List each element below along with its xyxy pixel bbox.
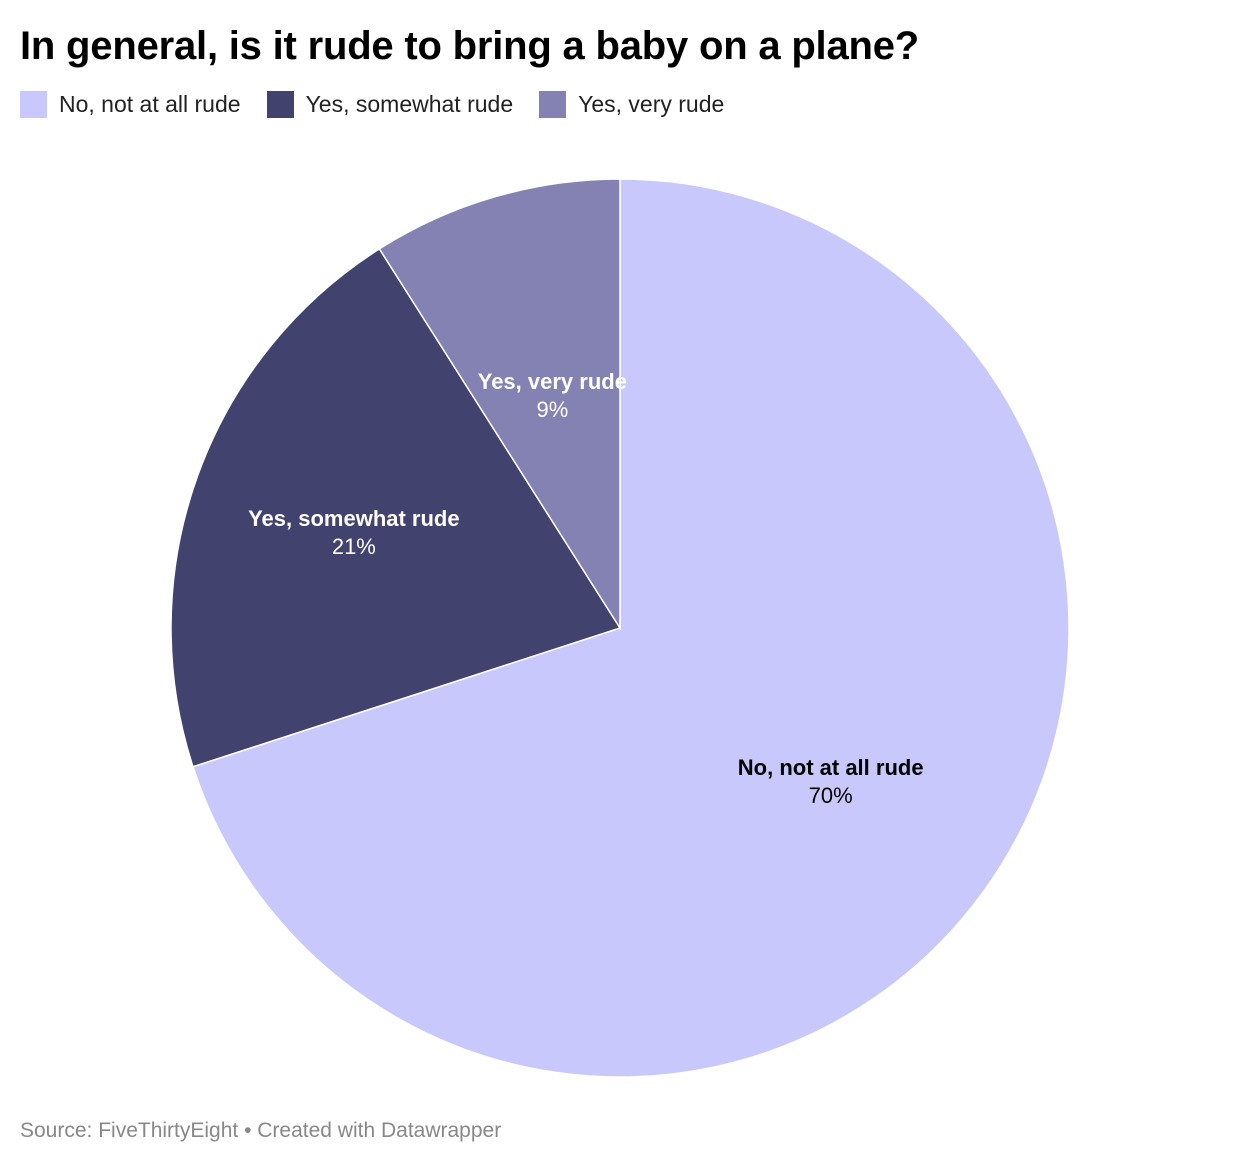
slice-label-not-rude: No, not at all rude <box>738 755 924 780</box>
slice-value-somewhat-rude: 21% <box>332 534 376 559</box>
legend-item-very-rude: Yes, very rude <box>539 89 724 119</box>
source-footer: Source: FiveThirtyEight • Created with D… <box>20 1119 502 1142</box>
pie-slices <box>170 178 1070 1078</box>
legend-label: Yes, somewhat rude <box>305 91 514 117</box>
chart-title: In general, is it rude to bring a baby o… <box>20 24 920 68</box>
pie-labels: No, not at all rude 70% Yes, somewhat rude… <box>248 369 923 808</box>
legend-swatch <box>266 90 294 118</box>
pie-slice-somewhat-rude <box>170 247 622 768</box>
legend-item-somewhat-rude: Yes, somewhat rude <box>266 89 514 119</box>
legend-label: Yes, very rude <box>578 91 725 117</box>
slice-value-not-rude: 70% <box>809 783 853 808</box>
legend-swatch <box>20 90 47 118</box>
slice-label-very-rude: Yes, very rude <box>478 369 627 394</box>
slice-label-somewhat-rude: Yes, somewhat rude <box>248 506 460 531</box>
pie-slice-very-rude <box>378 178 621 631</box>
pie-slice-not-rude <box>192 178 1070 1078</box>
legend-label: No, not at all rude <box>59 91 241 117</box>
slice-value-very-rude: 9% <box>536 397 568 422</box>
legend-swatch <box>539 90 567 118</box>
legend-item-not-rude: No, not at all rude <box>20 89 241 119</box>
chart-legend: No, not at all rude Yes, somewhat rude Y… <box>20 89 750 119</box>
